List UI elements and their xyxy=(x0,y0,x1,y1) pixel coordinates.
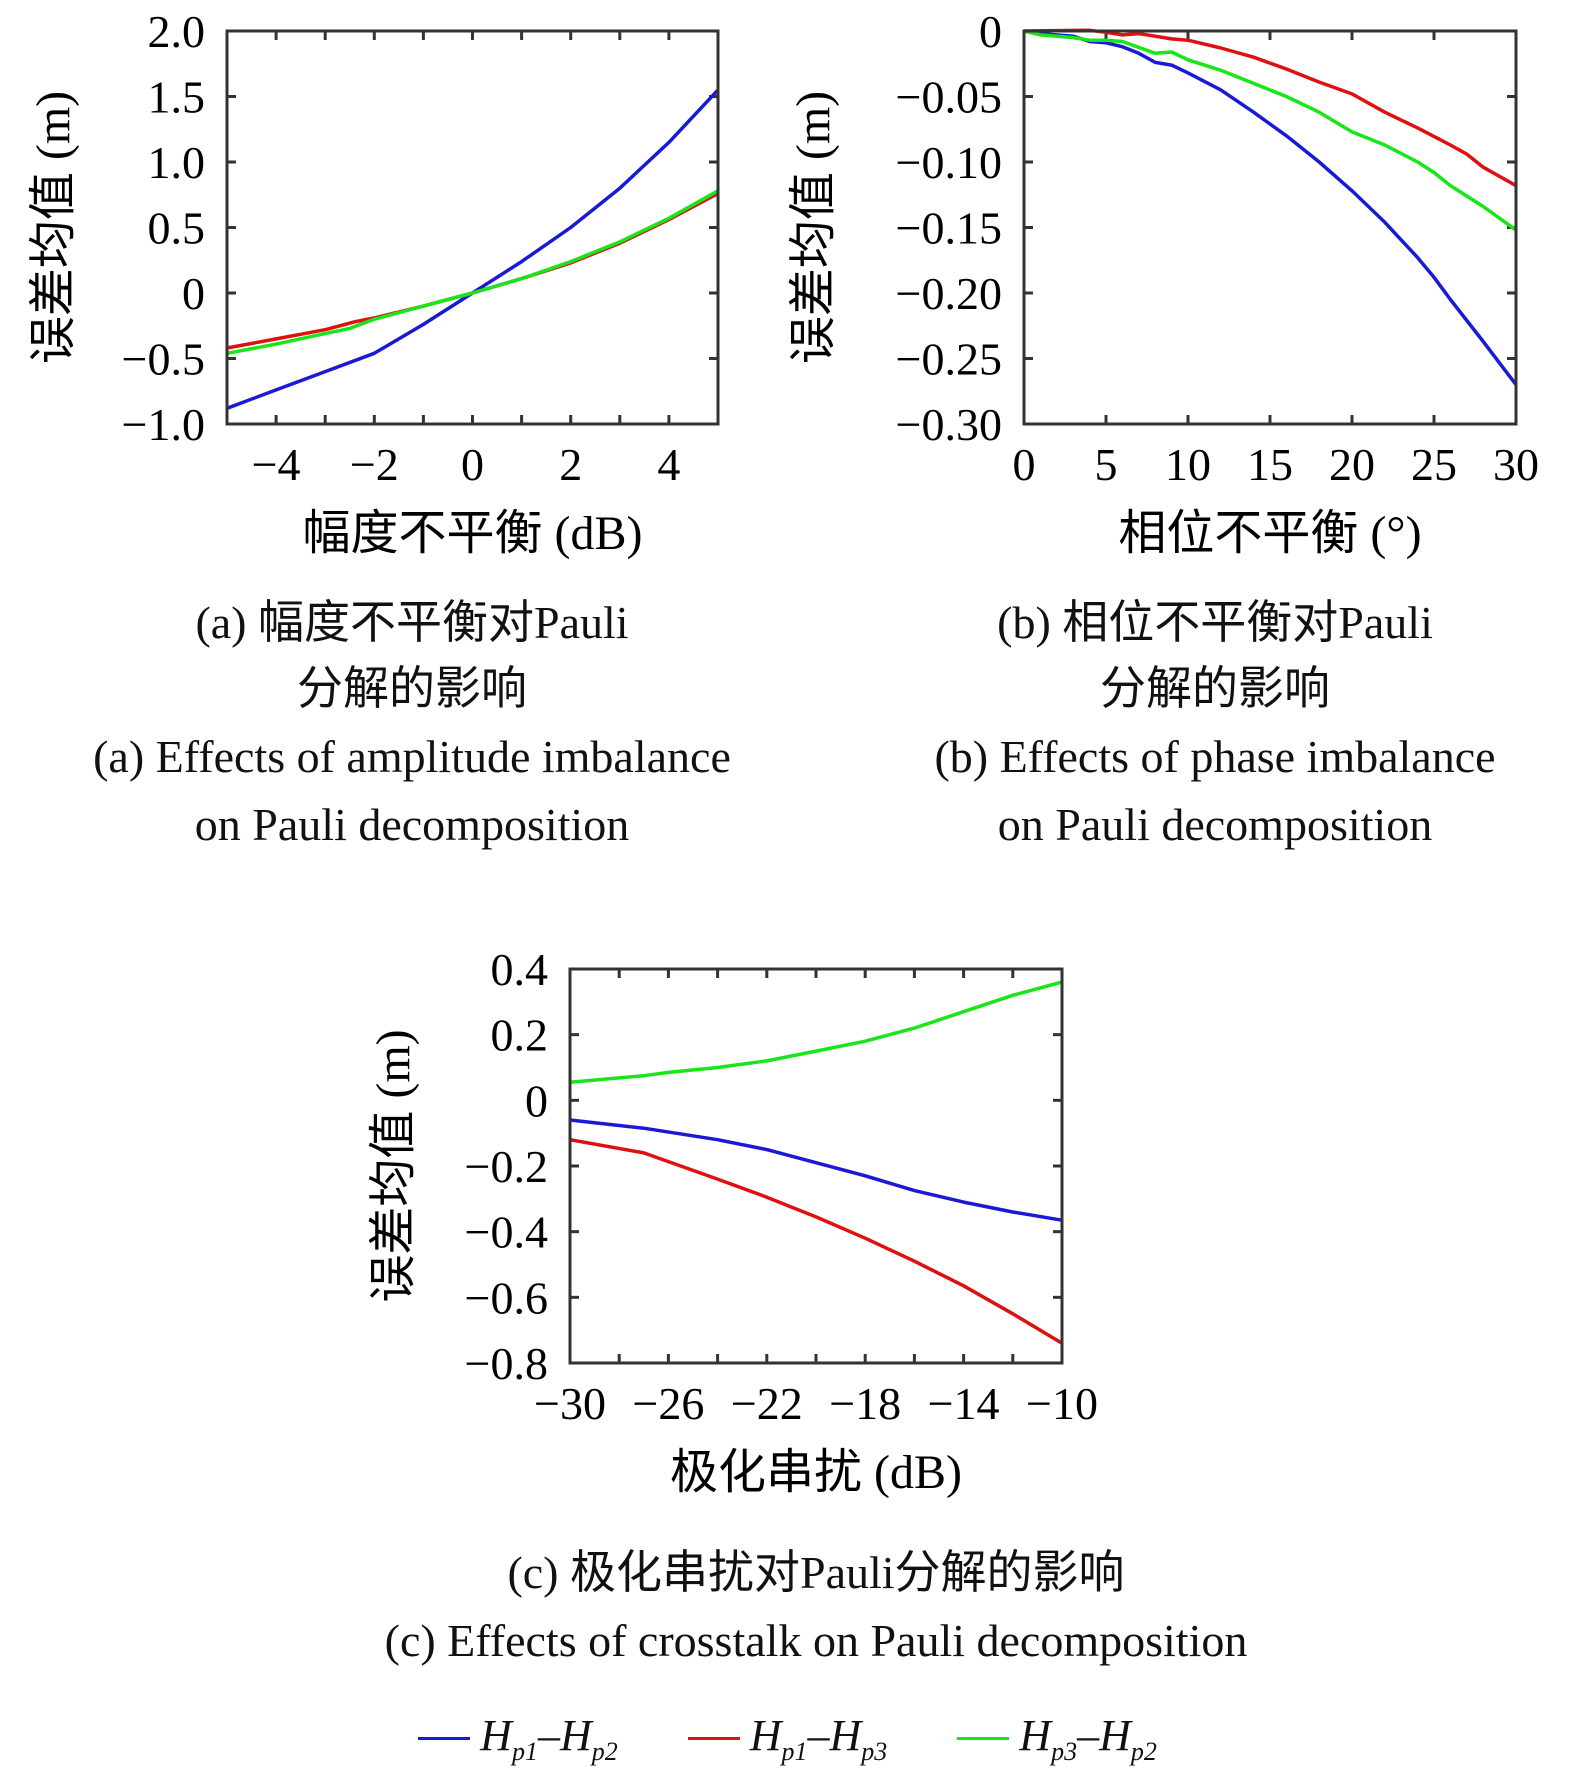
y-tick-label: −0.25 xyxy=(896,334,1002,385)
caption-c-cn: (c) 极化串扰对Pauli分解的影响 xyxy=(507,1547,1125,1598)
series-line-blue xyxy=(569,1118,1063,1222)
x-tick-label: −22 xyxy=(731,1378,803,1429)
x-tick-label: −18 xyxy=(829,1378,901,1429)
caption-a-en-2: on Pauli decomposition xyxy=(194,799,630,850)
y-tick-label: −0.05 xyxy=(896,72,1002,123)
series-line-green xyxy=(226,189,719,356)
y-axis-label: 误差均值 (m) xyxy=(27,91,80,364)
x-axis-label: 极化串扰 (dB) xyxy=(670,1446,962,1499)
series-line-red xyxy=(569,1137,1063,1345)
y-tick-label: 0 xyxy=(979,6,1002,57)
series-line-red xyxy=(226,191,719,350)
y-tick-label: −0.15 xyxy=(896,203,1002,254)
caption-b-en-2: on Pauli decomposition xyxy=(997,799,1433,850)
caption-a-cn-1: (a) 幅度不平衡对Pauli xyxy=(195,597,629,648)
y-tick-label: −0.30 xyxy=(896,399,1002,450)
x-tick-label: −26 xyxy=(632,1378,704,1429)
series-line-blue xyxy=(1023,29,1518,386)
legend-label: Hp1–Hp3 xyxy=(749,1711,888,1766)
x-axis-label: 相位不平衡 (°) xyxy=(1118,507,1421,560)
x-tick-label: −4 xyxy=(252,439,301,490)
y-tick-label: −1.0 xyxy=(122,399,205,450)
y-tick-label: −0.4 xyxy=(465,1207,548,1258)
x-tick-label: −30 xyxy=(534,1378,606,1429)
x-tick-label: 0 xyxy=(461,439,484,490)
y-tick-label: 1.0 xyxy=(148,137,206,188)
y-tick-label: 0.2 xyxy=(491,1010,549,1061)
x-tick-label: −10 xyxy=(1026,1378,1098,1429)
y-tick-label: −0.8 xyxy=(465,1338,548,1389)
series-line-green xyxy=(1023,29,1518,232)
series-line-red xyxy=(1023,28,1517,188)
x-tick-label: 25 xyxy=(1411,439,1457,490)
x-tick-label: 4 xyxy=(657,439,680,490)
x-tick-label: −2 xyxy=(350,439,399,490)
y-tick-label: 0 xyxy=(525,1075,548,1126)
y-tick-label: −0.5 xyxy=(122,334,205,385)
x-tick-label: 20 xyxy=(1329,439,1375,490)
y-tick-label: −0.6 xyxy=(465,1272,548,1323)
y-tick-label: 0.4 xyxy=(491,944,549,995)
x-tick-label: 2 xyxy=(559,439,582,490)
y-tick-label: 2.0 xyxy=(148,6,206,57)
legend-swatch xyxy=(957,1736,1010,1740)
y-tick-label: 0.5 xyxy=(148,203,206,254)
x-tick-label: 10 xyxy=(1165,439,1211,490)
caption-a-cn-2: 分解的影响 xyxy=(297,663,527,714)
plot-frame xyxy=(225,29,720,426)
y-tick-label: −0.2 xyxy=(465,1141,548,1192)
legend-swatch xyxy=(418,1736,471,1740)
x-tick-label: 5 xyxy=(1095,439,1118,490)
y-axis-label: 误差均值 (m) xyxy=(787,91,840,364)
caption-b-cn-1: (b) 相位不平衡对Pauli xyxy=(997,597,1433,648)
x-tick-label: 0 xyxy=(1013,439,1036,490)
plot-frame xyxy=(568,967,1064,1365)
series-line-blue xyxy=(226,88,720,410)
x-tick-label: 15 xyxy=(1247,439,1293,490)
y-axis-label: 误差均值 (m) xyxy=(367,1029,420,1302)
legend: Hp1–Hp2 Hp1–Hp3 Hp3–Hp2 xyxy=(0,1710,1575,1767)
caption-c-en: (c) Effects of crosstalk on Pauli decomp… xyxy=(384,1615,1248,1666)
series-line-green xyxy=(569,980,1063,1085)
caption-a-en-1: (a) Effects of amplitude imbalance xyxy=(93,731,731,782)
x-axis-label: 幅度不平衡 (dB) xyxy=(303,507,643,560)
caption-b-en-1: (b) Effects of phase imbalance xyxy=(934,731,1496,782)
caption-b-cn-2: 分解的影响 xyxy=(1100,663,1330,714)
y-tick-label: 1.5 xyxy=(148,72,206,123)
plot-frame xyxy=(1022,29,1518,426)
x-tick-label: −14 xyxy=(928,1378,1000,1429)
y-tick-label: −0.20 xyxy=(896,268,1002,319)
legend-label: Hp1–Hp2 xyxy=(480,1711,618,1766)
legend-item-hp1-hp3: Hp1–Hp3 xyxy=(687,1710,888,1767)
y-tick-label: −0.10 xyxy=(896,137,1002,188)
legend-swatch xyxy=(687,1736,740,1740)
legend-label: Hp3–Hp2 xyxy=(1019,1711,1157,1766)
legend-item-hp3-hp2: Hp3–Hp2 xyxy=(957,1710,1157,1767)
y-tick-label: 0 xyxy=(182,268,205,319)
x-tick-label: 30 xyxy=(1493,439,1539,490)
legend-item-hp1-hp2: Hp1–Hp2 xyxy=(418,1710,618,1767)
